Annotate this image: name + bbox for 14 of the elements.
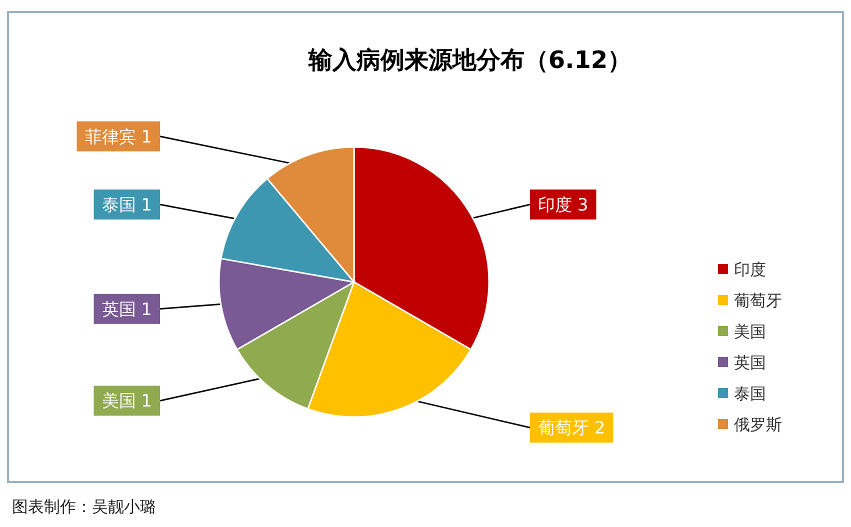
data-label: 泰国 1: [102, 196, 152, 216]
data-label: 英国 1: [102, 300, 152, 320]
legend-label: 美国: [734, 322, 766, 341]
legend-label: 俄罗斯: [734, 415, 782, 434]
data-label: 美国 1: [102, 392, 152, 412]
text: 图表制作：吴靓小璐: [12, 497, 156, 516]
legend-label: 印度: [734, 260, 766, 279]
legend-label: 葡萄牙: [734, 291, 782, 310]
data-label: 葡萄牙 2: [538, 418, 606, 439]
chart-title: 输入病例来源地分布（6.12）: [307, 46, 632, 74]
data-label: 印度 3: [538, 196, 588, 216]
legend-label: 泰国: [734, 384, 766, 403]
data-label: 菲律宾 1: [84, 127, 152, 148]
legend-label: 英国: [734, 353, 766, 372]
